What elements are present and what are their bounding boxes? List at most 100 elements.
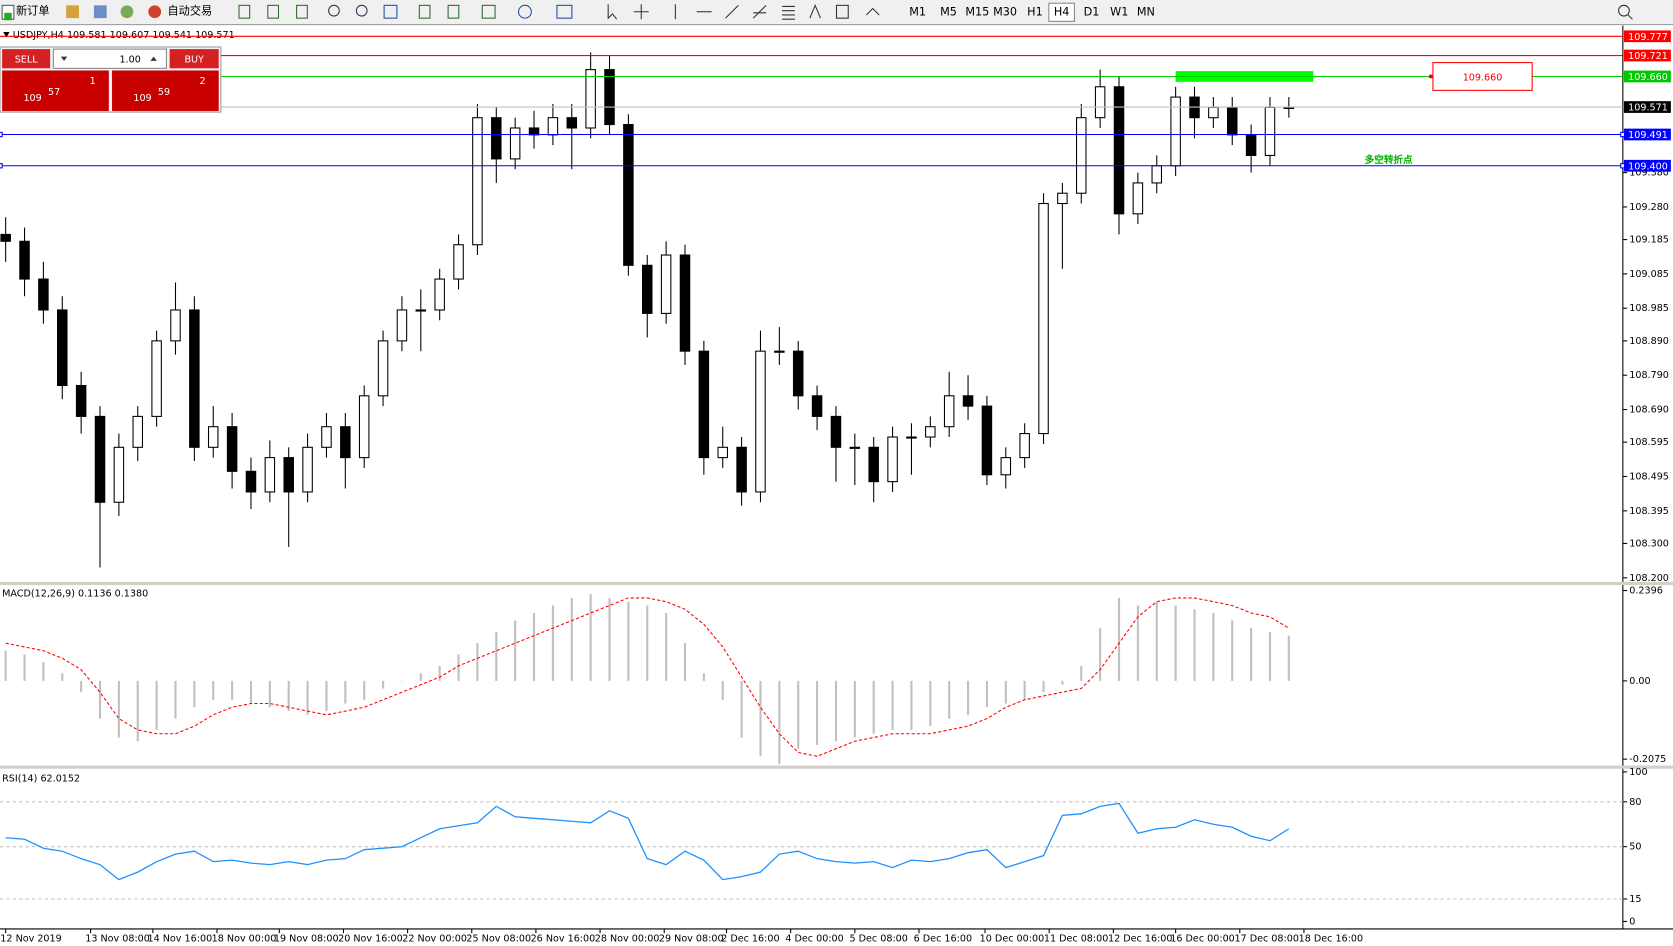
- cursor-tool[interactable]: [607, 4, 618, 20]
- timeframe-button[interactable]: M1: [909, 5, 926, 18]
- candle-body: [585, 69, 596, 129]
- toolbar-icon[interactable]: [120, 5, 134, 19]
- buy-price-box[interactable]: [112, 70, 219, 112]
- y-tick-label: 50: [1629, 842, 1641, 853]
- candle-body: [981, 405, 993, 476]
- macd-bar: [551, 605, 554, 681]
- toolbar-icon[interactable]: [418, 4, 431, 19]
- macd-bar: [363, 680, 366, 700]
- fibo-tool[interactable]: [782, 5, 795, 20]
- buy-button[interactable]: [169, 49, 219, 69]
- candle-body: [736, 446, 747, 493]
- search-handle: [1627, 14, 1633, 20]
- new-order-button[interactable]: 新订单: [16, 4, 50, 18]
- macd-bar: [382, 680, 385, 689]
- macd-bar: [400, 680, 404, 682]
- timeframe-button[interactable]: M15: [965, 5, 989, 18]
- macd-bar: [457, 654, 460, 681]
- candle-body: [1038, 202, 1049, 435]
- candle-body: [868, 446, 879, 483]
- crosshair-tool[interactable]: [633, 4, 649, 20]
- timeframe-button[interactable]: H4: [1054, 5, 1070, 18]
- toolbar-icon[interactable]: [447, 4, 460, 19]
- timeframe-button[interactable]: H1: [1027, 5, 1043, 18]
- line-handle[interactable]: [0, 131, 3, 138]
- macd-bar: [438, 665, 441, 681]
- x-tick-label: 2 Dec 16:00: [721, 934, 779, 945]
- candle-body: [943, 395, 955, 428]
- candle-body: [547, 117, 559, 136]
- line-handle[interactable]: [0, 163, 3, 169]
- macd-bar: [249, 680, 253, 704]
- timeframe-bar: M1 M5 M15 M30 H1 H4 D1 W1 MN: [909, 2, 1155, 22]
- candle-body: [660, 254, 672, 314]
- toolbar-icon[interactable]: [556, 4, 573, 19]
- search[interactable]: [1618, 4, 1630, 17]
- macd-bar: [212, 680, 215, 700]
- macd-bar: [532, 613, 536, 681]
- timeframe-button[interactable]: M5: [940, 5, 957, 18]
- text-tool[interactable]: [809, 3, 821, 19]
- x-tick-label: 12 Dec 16:00: [1108, 934, 1173, 945]
- macd-bar: [683, 643, 687, 681]
- candle-body: [1132, 182, 1144, 215]
- candle-body: [113, 446, 125, 503]
- toolbar-icon[interactable]: [383, 4, 398, 19]
- trendline-tool[interactable]: [725, 4, 739, 19]
- lot-down[interactable]: [60, 56, 68, 61]
- candle-body: [19, 240, 30, 280]
- macd-bar: [1042, 680, 1045, 693]
- y-tick-label: 80: [1629, 797, 1641, 808]
- candle-body: [340, 426, 351, 459]
- candle-body: [755, 350, 766, 493]
- candle-body: [811, 395, 823, 417]
- sell-button[interactable]: [2, 49, 51, 69]
- sell-label[interactable]: SELL: [15, 54, 38, 65]
- timeframe-button[interactable]: W1: [1110, 5, 1128, 18]
- sell-price-box[interactable]: [2, 70, 109, 112]
- candle-body: [774, 350, 785, 353]
- y-tick-label: 108.890: [1629, 336, 1669, 347]
- timeframe-button[interactable]: M30: [993, 5, 1017, 18]
- zoom-in[interactable]: [328, 4, 340, 17]
- y-tick-label: 108.790: [1629, 370, 1669, 381]
- auto-trade-button[interactable]: 自动交易: [168, 4, 213, 18]
- x-tick-label: 6 Dec 16:00: [914, 934, 972, 945]
- macd-bar: [4, 650, 7, 681]
- toolbar-icon[interactable]: [481, 4, 496, 19]
- timeframe-button[interactable]: D1: [1084, 5, 1100, 18]
- y-tick-label: 100: [1629, 767, 1647, 778]
- auto-trade-icon[interactable]: [148, 5, 162, 19]
- macd-bar: [495, 631, 498, 681]
- lot-value[interactable]: 1.00: [119, 54, 140, 65]
- candle-body: [321, 426, 332, 448]
- y-tick-label: 15: [1629, 894, 1641, 905]
- macd-bar: [797, 680, 800, 749]
- toolbar-icon[interactable]: [267, 4, 280, 19]
- toolbar-icon[interactable]: [518, 4, 532, 19]
- price-label: 109.777: [1628, 32, 1668, 43]
- macd-bar: [589, 594, 592, 681]
- toolbar-icon[interactable]: [238, 4, 251, 19]
- shapes-tool[interactable]: [865, 7, 880, 16]
- label-tool[interactable]: [835, 4, 849, 19]
- candle-body: [1057, 192, 1068, 205]
- buy-label[interactable]: BUY: [184, 54, 204, 65]
- channel-tool[interactable]: [752, 4, 767, 19]
- toolbar-icon[interactable]: [296, 4, 308, 19]
- timeframe-button[interactable]: MN: [1137, 5, 1155, 18]
- lot-box[interactable]: [52, 48, 167, 69]
- y-tick-label: -0.2075: [1629, 754, 1666, 765]
- toolbar-icon[interactable]: [66, 5, 79, 19]
- y-tick-label: 0.00: [1629, 676, 1650, 687]
- candle-body: [528, 127, 540, 136]
- candle-body: [453, 244, 464, 280]
- candle-body: [0, 233, 11, 242]
- macd-bar: [155, 680, 158, 730]
- lot-up[interactable]: [150, 56, 157, 61]
- zoom-out[interactable]: [355, 4, 368, 17]
- y-tick-label: 108.595: [1629, 437, 1669, 448]
- new-order-plus: [4, 12, 12, 21]
- toolbar-icon[interactable]: [93, 5, 107, 19]
- candle-body: [38, 278, 49, 311]
